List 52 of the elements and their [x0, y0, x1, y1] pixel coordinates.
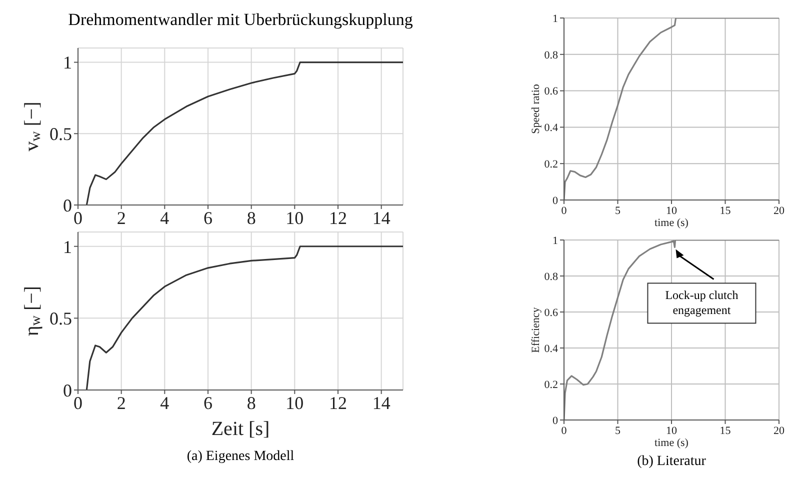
x-axis-title: time (s)	[654, 437, 689, 449]
y-tick-label: 0.2	[544, 158, 558, 171]
y-tick-label: 1	[63, 236, 72, 257]
y-tick-label: 0	[552, 194, 558, 207]
y-tick-label: 0.5	[50, 124, 72, 144]
x-tick-label: 5	[615, 204, 621, 217]
x-tick-label: 15	[720, 424, 732, 437]
x-tick-label: 0	[561, 204, 568, 217]
line-series	[86, 246, 403, 390]
y-tick-label: 0.2	[544, 378, 558, 391]
x-axis-title: Zeit [s]	[211, 418, 270, 440]
x-tick-label: 0	[561, 424, 568, 437]
x-tick-label: 20	[774, 204, 785, 217]
y-tick-label: 0.5	[50, 308, 72, 329]
x-tick-label: 2	[116, 208, 126, 228]
x-tick-label: 8	[246, 392, 256, 413]
x-tick-label: 6	[204, 208, 212, 228]
y-axis-title: Speed ratio	[530, 84, 542, 134]
x-tick-label: 8	[246, 208, 256, 228]
x-tick-label: 10	[666, 204, 678, 217]
annotation: Lock-up clutch engagement	[648, 283, 756, 324]
x-tick-label: 10	[666, 424, 678, 437]
x-tick-label: 10	[286, 208, 304, 228]
y-tick-label: 0.8	[544, 270, 558, 283]
x-tick-label: 2	[116, 392, 126, 413]
x-tick-label: 12	[329, 208, 347, 228]
y-axis-title: Efficiency	[530, 306, 542, 353]
x-tick-label: 4	[160, 392, 170, 413]
text: (b) Literatur	[636, 454, 707, 470]
y-tick-label: 1	[63, 52, 72, 73]
chart-title: Drehmomentwandler mit Uberbrückungskupplung	[67, 10, 414, 30]
x-tick-label: 14	[372, 392, 390, 413]
line-series	[86, 61, 403, 205]
y-tick-label: 0.6	[544, 306, 558, 319]
x-tick-label: 15	[720, 204, 732, 217]
x-tick-label: 6	[204, 392, 212, 413]
x-tick-label: 12	[329, 392, 347, 413]
x-axis-title: time (s)	[654, 217, 689, 229]
y-tick-label: 0.6	[544, 86, 558, 98]
x-tick-label: 14	[372, 208, 390, 228]
x-tick-label: 10	[286, 392, 304, 413]
y-tick-label: 0.8	[544, 49, 558, 62]
x-tick-label: 5	[615, 424, 621, 437]
y-tick-label: 0.4	[544, 342, 558, 355]
y-tick-label: 0.4	[544, 122, 558, 134]
x-tick-label: 20	[774, 424, 785, 437]
text: (a) Eigenes Modell	[186, 449, 296, 465]
y-tick-label: 0	[552, 414, 558, 427]
y-tick-label: 0	[63, 380, 72, 400]
y-tick-label: 1	[552, 12, 558, 25]
y-tick-label: 1	[552, 234, 558, 247]
x-tick-label: 4	[160, 208, 170, 228]
